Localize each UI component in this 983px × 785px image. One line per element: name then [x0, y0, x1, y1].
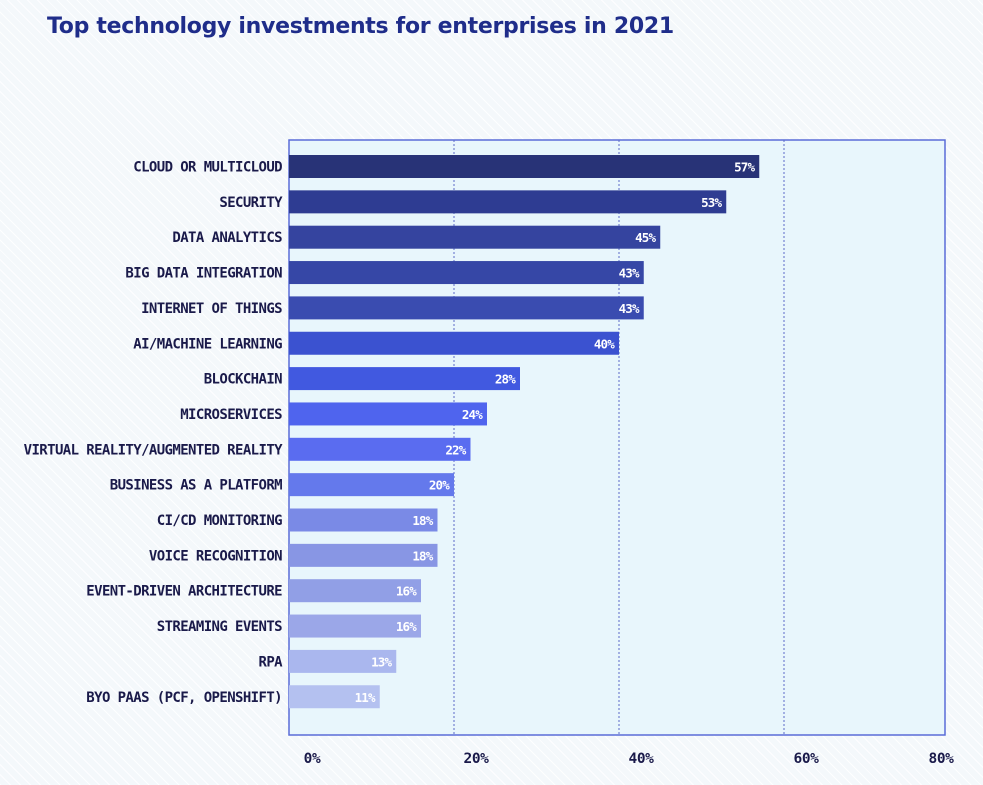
value-label: 13% — [371, 654, 392, 669]
value-label: 45% — [635, 230, 656, 245]
value-label: 43% — [619, 266, 640, 281]
bar — [289, 685, 380, 709]
x-tick-label: 80% — [929, 751, 955, 767]
category-label: MICROSERVICES — [180, 407, 282, 423]
category-label: VIRTUAL REALITY/AUGMENTED REALITY — [24, 442, 284, 458]
bar — [289, 261, 644, 285]
value-label: 22% — [445, 442, 466, 457]
category-label: SECURITY — [219, 195, 283, 211]
category-label: EVENT-DRIVEN ARCHITECTURE — [86, 584, 282, 600]
category-label: INTERNET OF THINGS — [141, 301, 282, 317]
bar — [289, 367, 520, 391]
category-label: STREAMING EVENTS — [157, 619, 282, 635]
value-label: 53% — [701, 195, 722, 210]
x-axis-tick-labels: 0% 20% 40% 60% 80% — [304, 751, 955, 767]
x-tick-label: 0% — [304, 751, 321, 767]
value-label: 43% — [619, 301, 640, 316]
bar — [289, 190, 727, 214]
category-label: BLOCKCHAIN — [204, 372, 282, 388]
bar — [289, 437, 471, 461]
value-label: 16% — [396, 584, 417, 599]
bar — [289, 543, 438, 567]
bar — [289, 649, 397, 673]
value-label: 28% — [495, 372, 516, 387]
bar — [289, 473, 454, 497]
value-label: 24% — [462, 407, 483, 422]
category-label: BYO PAAS (PCF, OPENSHIFT) — [86, 690, 282, 706]
bar — [289, 508, 438, 532]
value-label: 57% — [734, 160, 755, 175]
value-label: 11% — [355, 690, 376, 705]
category-label: VOICE RECOGNITION — [149, 548, 282, 564]
x-tick-label: 40% — [629, 751, 655, 767]
category-label: BIG DATA INTEGRATION — [125, 266, 282, 282]
category-label: AI/MACHINE LEARNING — [133, 336, 282, 352]
bars — [289, 155, 760, 709]
x-tick-label: 20% — [464, 751, 490, 767]
value-label: 18% — [412, 548, 433, 563]
x-tick-label: 60% — [794, 751, 820, 767]
bar — [289, 402, 487, 426]
bar — [289, 155, 760, 178]
category-labels: CLOUD OR MULTICLOUD SECURITY DATA ANALYTIC… — [24, 160, 284, 706]
bar — [289, 225, 661, 249]
bar — [289, 296, 644, 320]
category-label: BUSINESS AS A PLATFORM — [110, 478, 282, 494]
chart-title: Top technology investments for enterpris… — [47, 14, 674, 39]
category-label: CI/CD MONITORING — [157, 513, 282, 529]
bar — [289, 331, 619, 355]
category-label: CLOUD OR MULTICLOUD — [133, 160, 282, 176]
category-label: DATA ANALYTICS — [172, 230, 282, 246]
bar — [289, 579, 421, 603]
bar — [289, 614, 421, 638]
value-labels: 57% 53% 45% 43% 43% 40% 28% 24% 22% 20% 18% 18% 16% 1… — [355, 160, 757, 705]
value-label: 20% — [429, 478, 450, 493]
value-label: 16% — [396, 619, 417, 634]
value-label: 40% — [594, 336, 615, 351]
value-label: 18% — [412, 513, 433, 528]
gridlines — [453, 140, 785, 735]
category-label: RPA — [259, 654, 284, 670]
